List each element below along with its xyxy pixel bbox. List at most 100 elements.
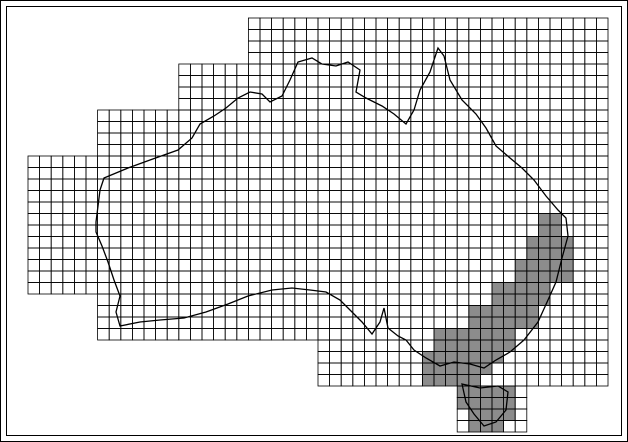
shaded-cell [468,317,481,329]
shaded-cell [503,340,516,352]
grid-cell [514,420,528,433]
tasmania-coastline [461,383,509,427]
shaded-cell [492,420,504,432]
shaded-cell [526,317,539,329]
shaded-cell [468,420,481,432]
shaded-cell [550,271,562,283]
shaded-cell [503,397,516,409]
shaded-cell [515,282,527,294]
coastline [95,46,569,369]
shaded-cell [515,271,527,283]
shaded-cell [445,328,458,340]
grid [27,17,609,433]
shaded-cell [457,386,469,398]
shaded-cell [468,363,481,375]
shaded-cell [468,397,481,409]
shaded-cell [492,340,504,352]
shaded-cell [503,409,516,421]
shaded-cell [538,259,550,271]
shaded-cell [480,305,492,317]
shaded-cell [538,213,550,225]
shaded-cell [457,328,469,340]
shaded-cell [468,305,481,317]
shaded-cell [457,363,469,375]
shaded-cell [468,374,481,386]
shaded-cell [480,351,492,363]
shaded-cell [445,351,458,363]
shaded-cell [492,351,504,363]
shaded-cell [422,374,434,386]
grid-cell [596,374,609,387]
shaded-cell [492,386,504,398]
inner-frame [6,6,622,436]
shaded-cell [492,409,504,421]
shaded-cell [480,420,492,432]
shaded-cell [503,328,516,340]
shaded-cell [457,351,469,363]
shaded-cell [480,317,492,329]
shaded-cell [457,340,469,352]
shaded-cell [503,317,516,329]
shaded-cell [480,397,492,409]
shaded-cell [480,363,492,375]
shaded-cell [503,305,516,317]
shaded-cell [538,271,550,283]
shaded-cell [538,294,550,306]
shaded-cell [434,340,446,352]
shaded-cells [422,213,574,432]
shaded-cell [526,271,539,283]
shaded-cell [492,397,504,409]
shaded-cell [480,328,492,340]
shaded-cell [515,305,527,317]
shaded-cell [480,340,492,352]
shaded-cell [503,386,516,398]
shaded-cell [468,340,481,352]
shaded-cell [561,236,574,248]
shaded-cell [561,248,574,260]
shaded-cell [457,397,469,409]
shaded-cell [526,259,539,271]
shaded-cell [503,282,516,294]
shaded-cell [561,259,574,271]
shaded-cell [468,386,481,398]
shaded-cell [526,236,539,248]
shaded-cell [515,294,527,306]
shaded-cell [422,351,434,363]
shaded-cell [434,351,446,363]
shaded-cell [550,248,562,260]
shaded-cell [445,340,458,352]
shaded-cell [492,294,504,306]
shaded-cell [445,363,458,375]
shaded-cell [526,282,539,294]
shaded-cell [538,282,550,294]
shaded-cell [480,386,492,398]
shaded-cell [422,363,434,375]
shaded-cell [480,409,492,421]
shaded-cell [561,271,574,283]
shaded-cell [492,328,504,340]
shaded-cell [492,317,504,329]
shaded-cell [445,374,458,386]
shaded-cell [538,236,550,248]
shaded-cell [503,294,516,306]
shaded-cell [434,363,446,375]
shaded-cell [457,374,469,386]
shaded-cell [468,328,481,340]
shaded-cell [434,374,446,386]
shaded-cell [550,225,562,237]
shaded-cell [515,259,527,271]
shaded-cell [526,248,539,260]
shaded-cell [515,317,527,329]
shaded-cell [550,236,562,248]
shaded-cell [526,294,539,306]
shaded-cell [550,259,562,271]
shaded-cell [492,282,504,294]
shaded-cell [538,248,550,260]
shaded-cell [434,328,446,340]
shaded-cell [550,213,562,225]
shaded-cell [526,305,539,317]
shaded-cell [538,225,550,237]
shaded-cell [492,305,504,317]
